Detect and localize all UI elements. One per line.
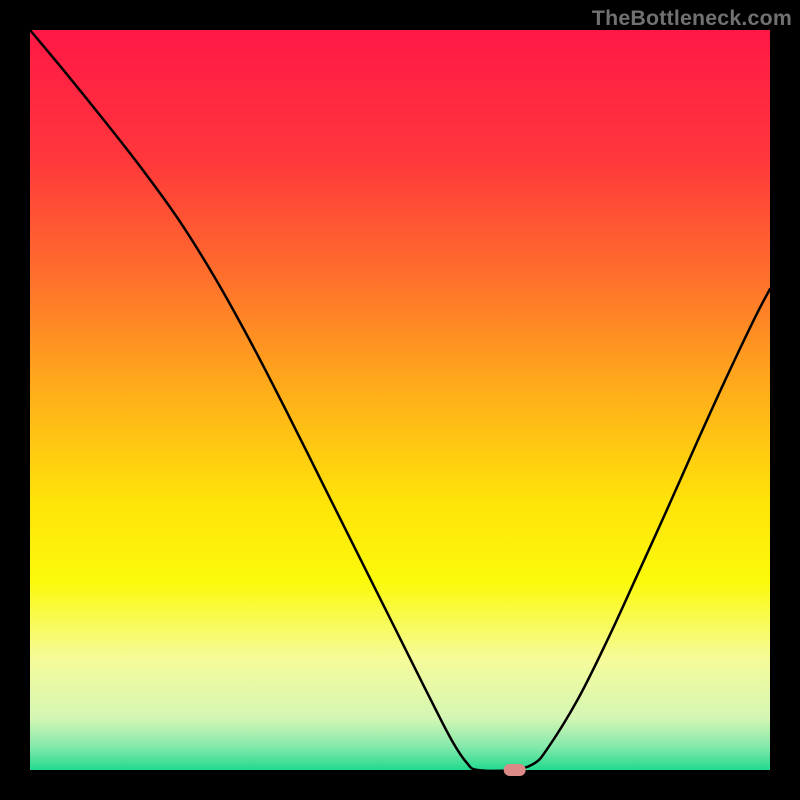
watermark-label: TheBottleneck.com <box>592 6 792 31</box>
bottleneck-chart <box>0 0 800 800</box>
plot-background <box>30 30 770 770</box>
chart-stage: TheBottleneck.com <box>0 0 800 800</box>
curve-marker <box>504 764 526 776</box>
